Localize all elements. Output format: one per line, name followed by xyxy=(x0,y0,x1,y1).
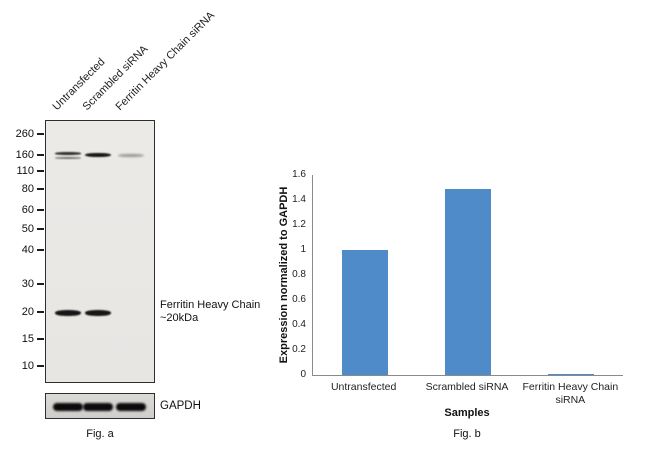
mw-marker-label: 110 xyxy=(16,164,34,177)
mw-tick-mark xyxy=(37,187,44,190)
y-tick-label: 1.4 xyxy=(292,194,306,205)
band-annotation-line1: Ferritin Heavy Chain xyxy=(160,299,261,311)
mw-tick-mark xyxy=(37,227,44,230)
mw-tick-mark xyxy=(37,337,44,340)
mw-marker-label: 50 xyxy=(21,222,34,235)
y-tick-label: 0.6 xyxy=(292,294,306,305)
mw-marker-label: 15 xyxy=(21,332,34,345)
mw-tick-mark xyxy=(37,364,44,367)
mw-marker-row: 60 xyxy=(22,203,44,216)
gapdh-band xyxy=(116,403,146,411)
y-tick-label: 0 xyxy=(300,369,306,380)
bar xyxy=(341,250,388,375)
mw-tick-mark xyxy=(37,248,44,251)
mw-marker-row: 40 xyxy=(22,243,44,256)
protein-band xyxy=(85,153,111,157)
band-annotation-line2: ~20kDa xyxy=(160,312,199,324)
x-category-label: Untransfected xyxy=(330,381,397,393)
plot-area xyxy=(312,175,623,376)
mw-marker-row: 10 xyxy=(22,359,44,372)
mw-marker-label: 10 xyxy=(21,359,34,372)
mw-marker-label: 160 xyxy=(15,148,34,161)
mw-marker-row: 160 xyxy=(16,148,44,161)
mw-tick-mark xyxy=(37,169,44,172)
mw-marker-label: 30 xyxy=(21,277,34,290)
gapdh-panel xyxy=(45,393,155,419)
mw-marker-row: 15 xyxy=(22,332,44,345)
mw-marker-row: 20 xyxy=(22,305,44,318)
y-tick-label: 1 xyxy=(300,244,306,255)
mw-tick-mark xyxy=(37,208,44,211)
protein-band xyxy=(55,157,81,159)
protein-band xyxy=(118,154,144,157)
mw-tick-mark xyxy=(37,310,44,313)
y-tick-label: 1.6 xyxy=(292,169,306,180)
gapdh-band xyxy=(53,403,83,411)
protein-band xyxy=(85,310,111,316)
x-axis-title: Samples xyxy=(444,407,490,419)
mw-marker-row: 30 xyxy=(22,277,44,290)
y-tick-label: 0.2 xyxy=(292,344,306,355)
gapdh-label: GAPDH xyxy=(160,400,201,412)
mw-tick-mark xyxy=(37,153,44,156)
gapdh-band xyxy=(83,403,113,411)
bar xyxy=(445,188,491,375)
mw-marker-label: 60 xyxy=(21,203,34,216)
protein-band xyxy=(55,310,81,316)
fig-b-caption: Fig. b xyxy=(453,428,481,440)
mw-marker-row: 50 xyxy=(22,222,44,235)
fig-a-caption: Fig. a xyxy=(86,428,114,440)
mw-marker-label: 20 xyxy=(21,305,34,318)
mw-tick-mark xyxy=(37,282,44,285)
blot-panel xyxy=(45,120,155,383)
mw-marker-label: 80 xyxy=(21,182,34,195)
mw-marker-label: 40 xyxy=(21,243,34,256)
mw-marker-label: 260 xyxy=(15,127,34,140)
y-tick-label: 0.8 xyxy=(292,269,306,280)
x-category-label: Ferritin Heavy Chain siRNA xyxy=(522,381,619,407)
bar xyxy=(548,373,595,375)
y-tick-label: 1.2 xyxy=(292,219,306,230)
protein-band xyxy=(55,152,81,155)
mw-marker-row: 80 xyxy=(22,182,44,195)
mw-ladder: 260 160 110 80 60 50 40 30 20 15 10 xyxy=(8,120,44,383)
y-tick-label: 0.4 xyxy=(292,319,306,330)
mw-marker-row: 110 xyxy=(16,164,44,177)
mw-marker-row: 260 xyxy=(16,127,44,140)
x-category-label: Scrambled siRNA xyxy=(425,381,509,393)
mw-tick-mark xyxy=(37,132,44,135)
